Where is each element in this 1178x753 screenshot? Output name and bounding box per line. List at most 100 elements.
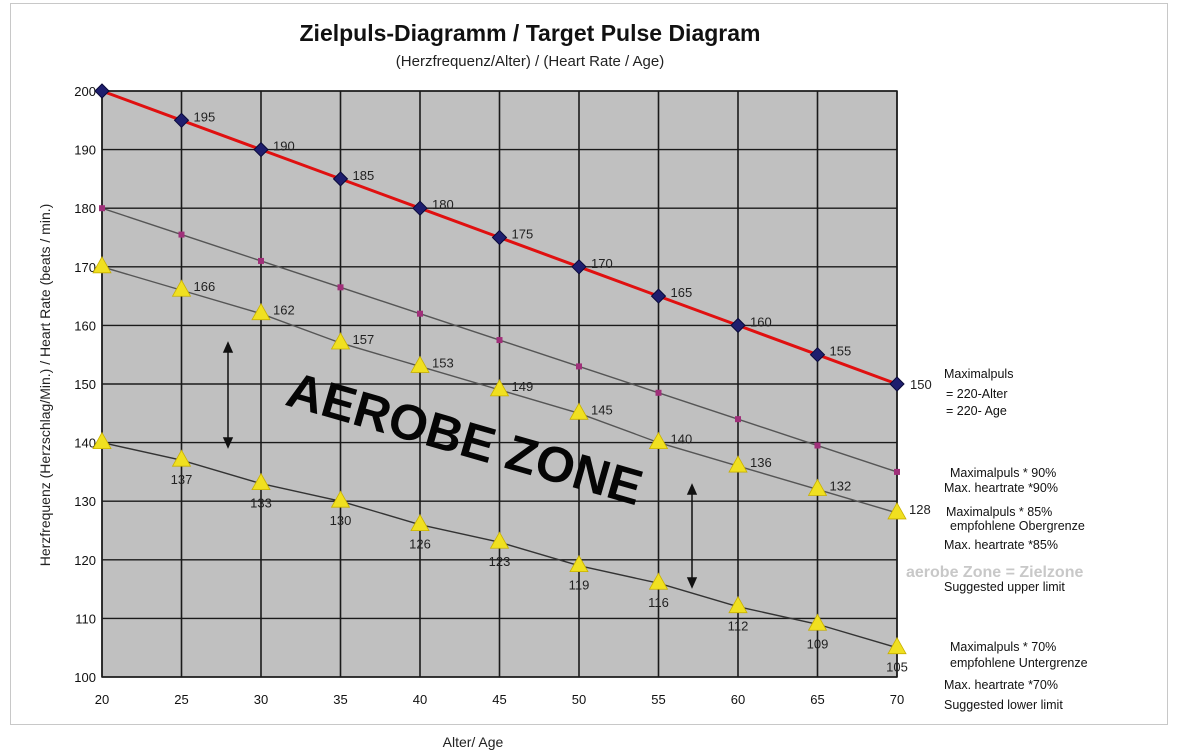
- data-label-p70: 105: [886, 660, 908, 675]
- data-label-p70: 130: [330, 513, 352, 528]
- data-point-p70: [251, 472, 271, 491]
- data-label-max: 170: [591, 256, 613, 271]
- series-p90: [99, 205, 900, 475]
- data-point-p85: [489, 379, 510, 397]
- series-max: 195 190 185 180 175 170 165 160 155 150: [94, 83, 932, 392]
- annotation-p85-line-1: Maximalpuls * 85%: [946, 505, 1052, 519]
- data-point-p70: [410, 513, 430, 532]
- data-label-p70: 137: [171, 472, 193, 487]
- y-tick-label: 190: [74, 143, 96, 158]
- annotation-p70-line-2: empfohlene Untergrenze: [950, 656, 1088, 670]
- data-label-p85: 162: [273, 303, 295, 318]
- data-point-max: [491, 229, 508, 246]
- data-label-max: 155: [830, 344, 852, 359]
- x-tick-label: 30: [254, 692, 268, 707]
- annotation-p70-line-4: Suggested lower limit: [944, 698, 1063, 712]
- annotation-p85-line-3: Max. heartrate *85%: [944, 538, 1058, 552]
- data-label-p85: 140: [671, 432, 693, 447]
- data-label-p85: 136: [750, 455, 772, 470]
- series-p85: 166 162 157 153 149 145 140 136 132 128: [92, 255, 931, 520]
- data-point-p90: [894, 468, 900, 475]
- x-axis-label: Alter/ Age: [443, 734, 504, 750]
- data-label-p70: 109: [807, 636, 829, 651]
- data-label-p70: 116: [648, 595, 669, 610]
- y-tick-label: 120: [74, 553, 96, 568]
- x-tick-label: 55: [651, 692, 665, 707]
- data-point-p70: [887, 636, 907, 655]
- annotation-max: Maximalpuls = 220-Alter = 220- Age: [944, 367, 1013, 418]
- x-tick-label: 40: [413, 692, 427, 707]
- data-point-max: [412, 200, 428, 216]
- x-tick-label: 35: [333, 692, 347, 707]
- x-tick-label: 65: [810, 692, 824, 707]
- chart-title: Zielpuls-Diagramm / Target Pulse Diagram: [300, 20, 761, 46]
- data-label-p70: 119: [569, 578, 590, 593]
- annotation-p85: Maximalpuls * 85% empfohlene Obergrenze …: [944, 505, 1085, 552]
- x-tick-label: 50: [572, 692, 586, 707]
- data-point-p90: [655, 389, 662, 396]
- data-label-p70: 126: [409, 537, 431, 552]
- annotation-upper-limit: Suggested upper limit: [944, 580, 1065, 594]
- data-label-p70: 123: [489, 554, 511, 569]
- data-point-max: [253, 141, 269, 158]
- data-label-p70: 133: [250, 496, 272, 511]
- chart-subtitle: (Herzfrequenz/Alter) / (Heart Rate / Age…: [396, 53, 664, 70]
- data-label-p70: 112: [728, 619, 749, 634]
- data-point-p90: [735, 416, 741, 423]
- y-tick-label: 160: [74, 318, 96, 333]
- annotation-p90: Maximalpuls * 90% Max. heartrate *90%: [944, 466, 1058, 495]
- data-label-max: 150: [910, 377, 932, 392]
- x-tick-label: 45: [492, 692, 506, 707]
- data-point-max: [332, 171, 349, 187]
- data-label-p85: 132: [830, 478, 852, 493]
- data-point-p70: [807, 613, 828, 631]
- annotation-p90-line-1: Maximalpuls * 90%: [950, 466, 1056, 480]
- data-point-p90: [496, 337, 503, 344]
- data-point-p85: [410, 355, 430, 373]
- data-point-p85: [807, 478, 828, 496]
- annotation-zone-gray: aerobe Zone = Zielzone: [906, 564, 1083, 581]
- data-label-max: 195: [194, 109, 216, 124]
- data-point-p90: [417, 310, 423, 317]
- data-point-p90: [178, 231, 185, 238]
- data-point-max: [809, 346, 826, 363]
- y-tick-label: 100: [74, 670, 96, 685]
- y-tick-label: 180: [74, 201, 96, 216]
- data-point-p90: [576, 363, 582, 370]
- data-point-p90: [337, 284, 344, 291]
- y-tick-label: 140: [74, 436, 96, 451]
- data-label-max: 180: [432, 197, 454, 212]
- series-p70: 137 133 130 126 123 119 116 112 109 105: [92, 431, 908, 675]
- y-tick-label: 130: [74, 494, 96, 509]
- data-point-p85: [887, 502, 907, 520]
- data-point-p70: [92, 431, 112, 450]
- data-label-max: 165: [671, 285, 693, 300]
- annotation-max-line-1: Maximalpuls: [944, 367, 1013, 381]
- data-point-p90: [814, 442, 821, 449]
- annotation-p70-line-3: Max. heartrate *70%: [944, 678, 1058, 692]
- annotation-max-line-3: = 220- Age: [946, 404, 1007, 418]
- x-tick-label: 20: [95, 692, 109, 707]
- series-layer: 1951901851801751701651601551501661621571…: [92, 83, 932, 675]
- data-point-max: [94, 83, 110, 99]
- data-point-p70: [648, 572, 669, 590]
- y-tick-label: 110: [75, 611, 96, 626]
- annotation-p85-line-2: empfohlene Obergrenze: [950, 519, 1085, 533]
- data-point-p70: [171, 449, 192, 467]
- x-axis-ticks: 20 25 30 35 40 45 50 55 60 65 70: [95, 692, 904, 707]
- y-tick-label: 200: [74, 84, 96, 99]
- data-point-max: [571, 259, 587, 275]
- data-point-max: [650, 288, 667, 304]
- data-point-p90: [258, 257, 264, 264]
- y-axis-label: Herzfrequenz (Herzschlag/Min.) / Heart R…: [37, 204, 53, 567]
- data-point-max: [173, 112, 190, 129]
- data-point-max: [889, 376, 905, 392]
- data-point-p85: [92, 255, 112, 274]
- x-tick-label: 60: [731, 692, 745, 707]
- data-label-p85: 153: [432, 355, 454, 370]
- data-label-max: 175: [512, 227, 534, 242]
- x-tick-label: 25: [174, 692, 188, 707]
- data-point-p85: [251, 302, 271, 321]
- zone-arrow-right: [686, 483, 698, 589]
